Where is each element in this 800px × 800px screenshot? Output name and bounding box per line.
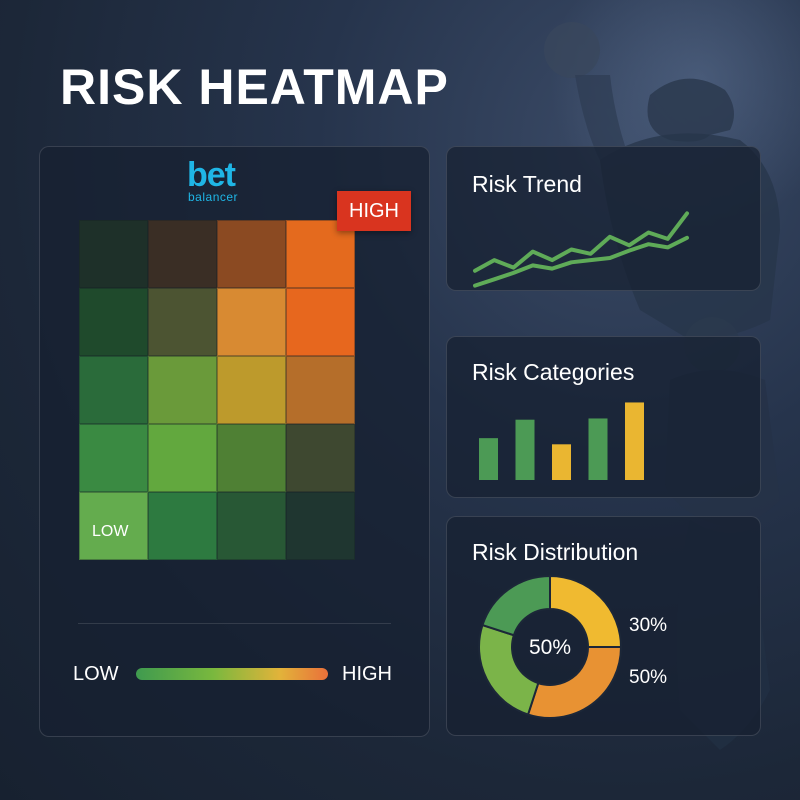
category-bar — [479, 438, 498, 480]
heatmap-cell — [286, 220, 355, 288]
risk-distribution-chart: 50% — [478, 574, 623, 719]
heatmap-cell — [79, 220, 148, 288]
trend-line-1 — [473, 211, 689, 273]
divider — [78, 623, 391, 624]
category-bar — [552, 444, 571, 480]
heatmap-card: bet balancer LOW HIGH LOW HIGH — [39, 146, 430, 737]
risk-trend-card: Risk Trend — [446, 146, 761, 291]
risk-trend-title: Risk Trend — [472, 171, 582, 197]
legend-high-label: HIGH — [342, 663, 392, 685]
donut-segment — [481, 574, 551, 637]
heatmap-cell — [286, 492, 355, 560]
logo-balancer: balancer — [188, 190, 239, 204]
legend-gradient-bar — [136, 668, 328, 680]
heatmap-cell — [148, 220, 217, 288]
heatmap-cell — [148, 492, 217, 560]
risk-categories-chart — [479, 402, 644, 480]
heatmap-cell — [79, 424, 148, 492]
heatmap-cell — [79, 356, 148, 424]
heatmap-cell: LOW — [79, 492, 148, 560]
category-bar — [515, 419, 535, 480]
trend-line-2 — [473, 235, 689, 288]
heatmap-cell — [217, 492, 286, 560]
heatmap-grid: LOW — [79, 220, 355, 560]
logo-bet: bet — [187, 156, 236, 194]
page-title: RISK HEATMAP — [60, 59, 449, 115]
heatmap-cell — [217, 356, 286, 424]
donut-center-label: 50% — [529, 636, 571, 659]
risk-categories-card: Risk Categories — [446, 336, 761, 498]
risk-distribution-card: Risk Distribution 50% 30% 50% — [446, 516, 761, 736]
heatmap-cell — [217, 424, 286, 492]
risk-distribution-title: Risk Distribution — [472, 539, 639, 565]
heatmap-cell — [79, 288, 148, 356]
legend-low-label: LOW — [73, 663, 119, 685]
category-bar — [625, 402, 644, 480]
heatmap-cell — [148, 356, 217, 424]
heatmap-cell — [286, 288, 355, 356]
heatmap-cell — [148, 288, 217, 356]
donut-segment — [526, 646, 623, 719]
heatmap-cell — [217, 220, 286, 288]
heatmap-cell — [217, 288, 286, 356]
donut-label-50: 50% — [629, 667, 668, 688]
low-cell-label: LOW — [92, 523, 129, 540]
donut-label-30: 30% — [629, 615, 668, 636]
heatmap-cell — [286, 424, 355, 492]
risk-trend-chart — [473, 211, 689, 288]
heatmap-cell — [286, 356, 355, 424]
category-bar — [588, 418, 608, 480]
heatmap-cell — [148, 424, 217, 492]
risk-categories-title: Risk Categories — [472, 359, 635, 385]
high-badge: HIGH — [337, 191, 411, 231]
